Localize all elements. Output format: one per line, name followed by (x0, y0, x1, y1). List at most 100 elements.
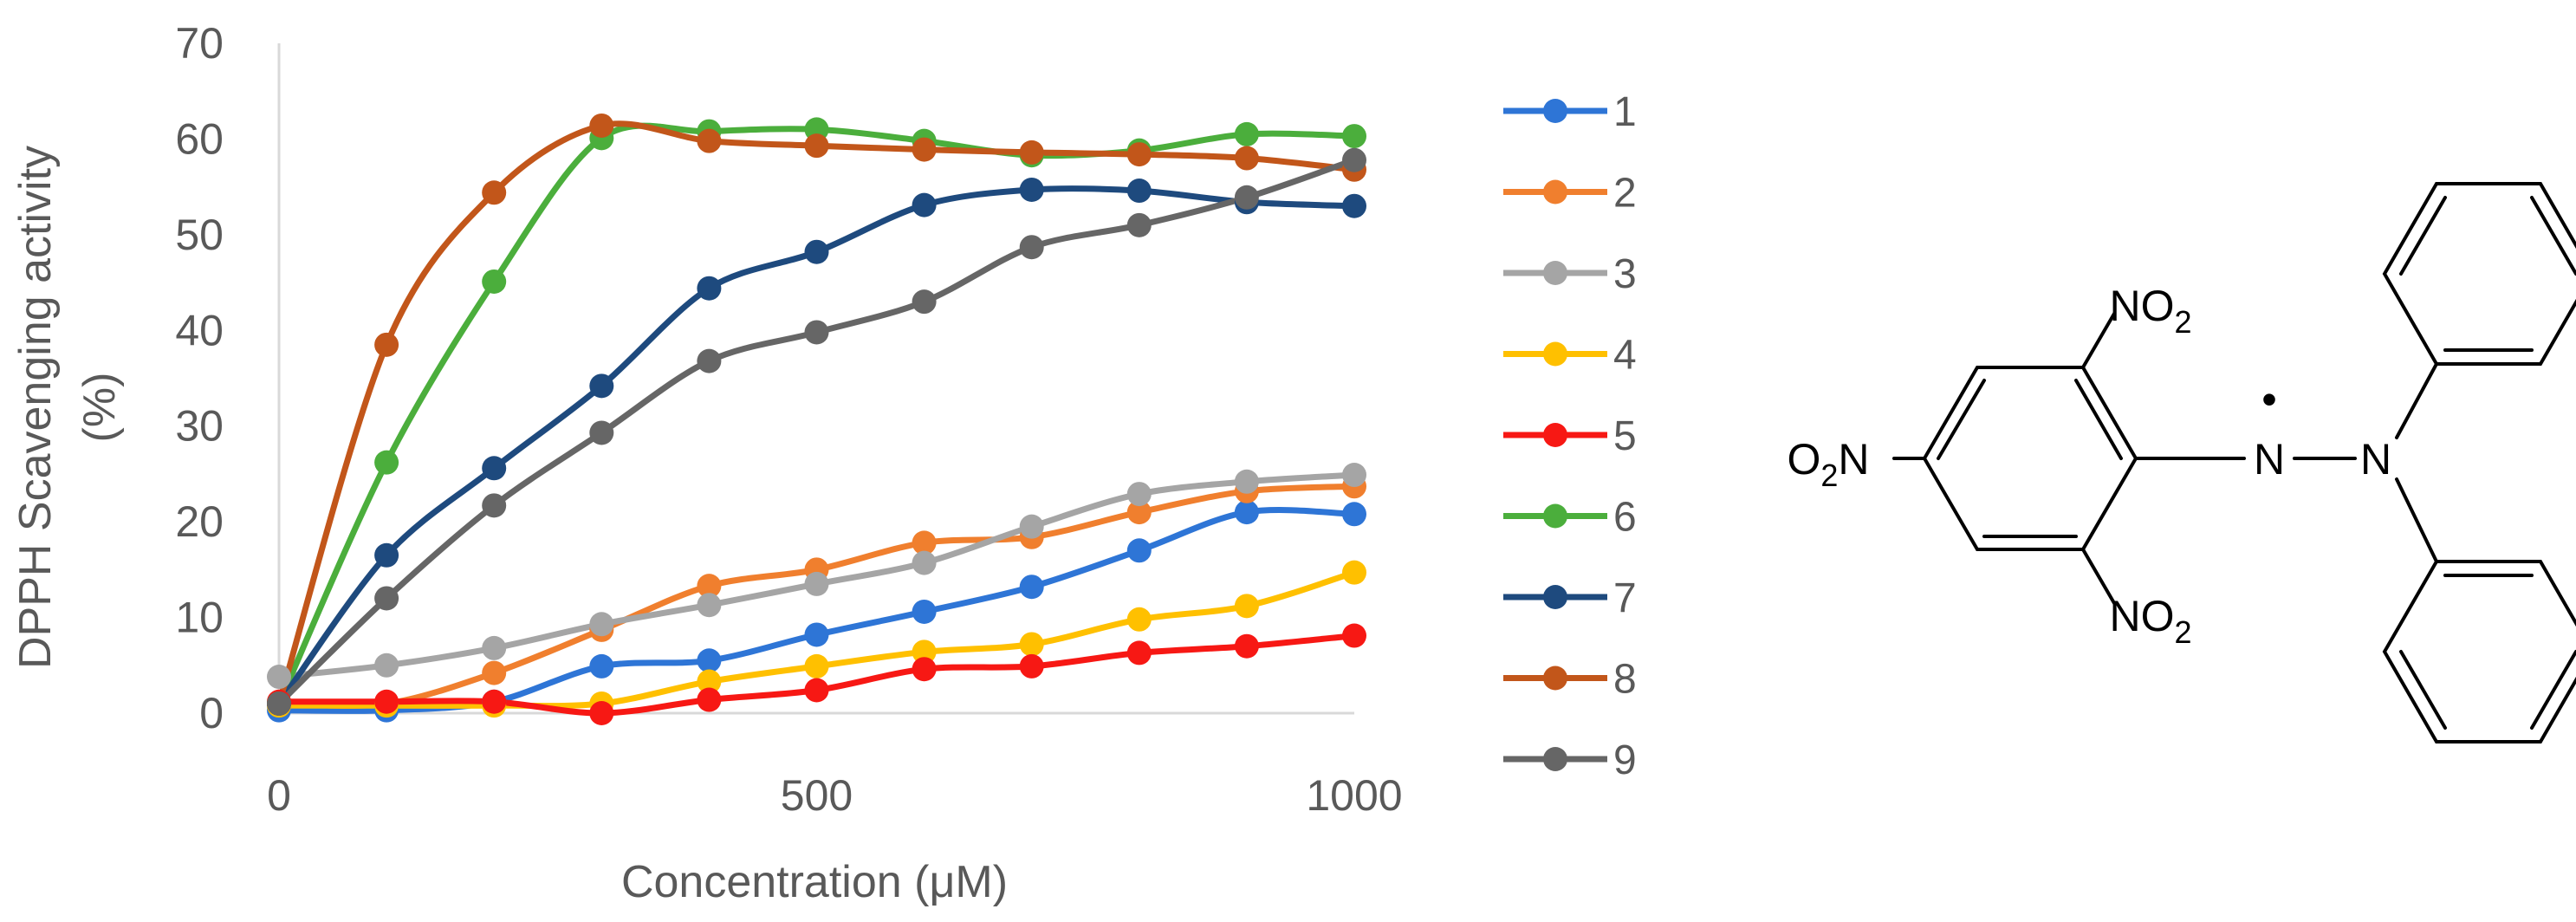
data-point-series-9 (1234, 185, 1259, 210)
nitro-bottom-bond (2081, 548, 2116, 605)
data-point-series-6 (1342, 124, 1366, 149)
data-point-series-9 (912, 289, 937, 315)
y-tick-label: 0 (199, 689, 224, 737)
y-tick-label: 60 (175, 114, 224, 163)
data-point-series-3 (912, 550, 937, 575)
data-point-series-1 (1126, 538, 1152, 563)
data-point-series-1 (912, 599, 937, 624)
data-point-series-6 (374, 450, 399, 475)
y-axis-title-unit: (%) (75, 373, 125, 443)
phenyl-ring-bottom-double-bonds (2399, 574, 2576, 730)
x-tick-labels: 0 500 1000 (267, 771, 1403, 820)
data-point-series-7 (589, 373, 614, 399)
data-point-series-9 (697, 348, 722, 373)
data-point-series-2 (1126, 500, 1152, 525)
legend-label-3: 3 (1613, 251, 1637, 297)
legend-marker-7 (1543, 585, 1567, 609)
data-point-series-5 (1126, 640, 1152, 666)
x-tick-label: 1000 (1306, 771, 1402, 820)
data-point-series-4 (1234, 594, 1259, 619)
data-point-series-8 (1234, 146, 1259, 171)
data-point-series-7 (697, 276, 722, 301)
dpph-structure: NO2 NO2 O2N N N • (1787, 182, 2576, 743)
data-point-series-4 (1342, 560, 1366, 585)
data-point-series-1 (1019, 575, 1044, 600)
data-point-series-7 (1342, 193, 1366, 218)
legend-marker-2 (1543, 179, 1567, 205)
legend: 1 2 3 4 5 6 7 8 9 (1503, 89, 1637, 783)
data-point-series-5 (912, 657, 937, 682)
data-point-series-8 (1126, 142, 1152, 167)
y-tick-labels: 0 10 20 30 40 50 60 70 (175, 19, 224, 737)
y-tick-label: 30 (175, 402, 224, 451)
data-point-series-5 (482, 689, 507, 714)
y-tick-label: 50 (175, 211, 224, 259)
nitro-top-label: NO2 (2109, 282, 2191, 340)
data-point-series-7 (1019, 177, 1044, 202)
data-point-series-9 (1019, 235, 1044, 260)
data-point-series-9 (267, 691, 291, 716)
phenyl-ring-top-double-bonds (2399, 196, 2576, 352)
legend-marker-4 (1543, 341, 1567, 367)
legend-label-8: 8 (1613, 657, 1637, 703)
legend-marker-8 (1543, 666, 1567, 691)
data-point-series-3 (482, 635, 507, 660)
data-point-series-6 (482, 269, 507, 294)
legend-marker-1 (1543, 99, 1567, 123)
data-point-series-9 (589, 420, 614, 445)
data-point-series-5 (1342, 623, 1366, 648)
data-point-series-2 (482, 660, 507, 685)
data-point-series-1 (697, 648, 722, 673)
legend-label-5: 5 (1613, 413, 1637, 459)
data-point-series-9 (1342, 147, 1366, 172)
legend-marker-6 (1543, 503, 1567, 529)
data-point-series-1 (804, 622, 829, 647)
data-point-series-8 (589, 113, 614, 138)
data-point-series-8 (374, 332, 399, 357)
hydrazyl-n2-label: N (2360, 435, 2391, 484)
legend-label-2: 2 (1613, 171, 1637, 217)
data-point-series-1 (1342, 502, 1366, 527)
nitro-bottom-label: NO2 (2109, 592, 2191, 650)
data-point-series-5 (589, 701, 614, 725)
data-point-series-2 (697, 574, 722, 599)
data-point-series-7 (482, 456, 507, 481)
data-point-series-3 (697, 593, 722, 618)
x-axis-title: Concentration (μM) (621, 857, 1008, 907)
data-point-series-5 (697, 687, 722, 712)
y-tick-label: 20 (175, 497, 224, 546)
data-point-series-5 (1019, 653, 1044, 679)
data-point-series-9 (374, 586, 399, 611)
series-line-6 (276, 122, 1355, 705)
y-tick-label: 40 (175, 306, 224, 354)
data-point-series-4 (697, 669, 722, 694)
data-point-series-1 (1234, 500, 1259, 525)
data-point-series-3 (804, 571, 829, 596)
data-point-series-3 (1126, 482, 1152, 507)
data-point-series-4 (1019, 632, 1044, 657)
data-point-series-9 (482, 493, 507, 518)
picryl-ring (1922, 366, 2138, 551)
data-point-series-4 (804, 653, 829, 679)
data-point-series-3 (374, 653, 399, 678)
data-point-series-8 (804, 133, 829, 159)
data-point-series-9 (1126, 212, 1152, 237)
series-line-9 (276, 157, 1356, 706)
y-tick-label: 70 (175, 19, 224, 68)
data-point-series-9 (804, 320, 829, 345)
nitro-left-label: O2N (1787, 435, 1869, 493)
x-tick-label: 0 (267, 771, 291, 820)
data-point-series-2 (912, 530, 937, 555)
data-point-series-5 (1234, 633, 1259, 659)
data-point-series-7 (374, 542, 399, 568)
chart-axes (277, 43, 1354, 715)
data-point-series-5 (374, 689, 399, 714)
data-point-series-3 (1342, 463, 1366, 488)
phenyl-ring-top (2382, 182, 2576, 366)
nitro-top-bond (2081, 312, 2116, 369)
data-point-series-7 (912, 192, 937, 218)
data-point-series-7 (1126, 179, 1152, 204)
n-phenyl-top-bond (2395, 362, 2438, 439)
